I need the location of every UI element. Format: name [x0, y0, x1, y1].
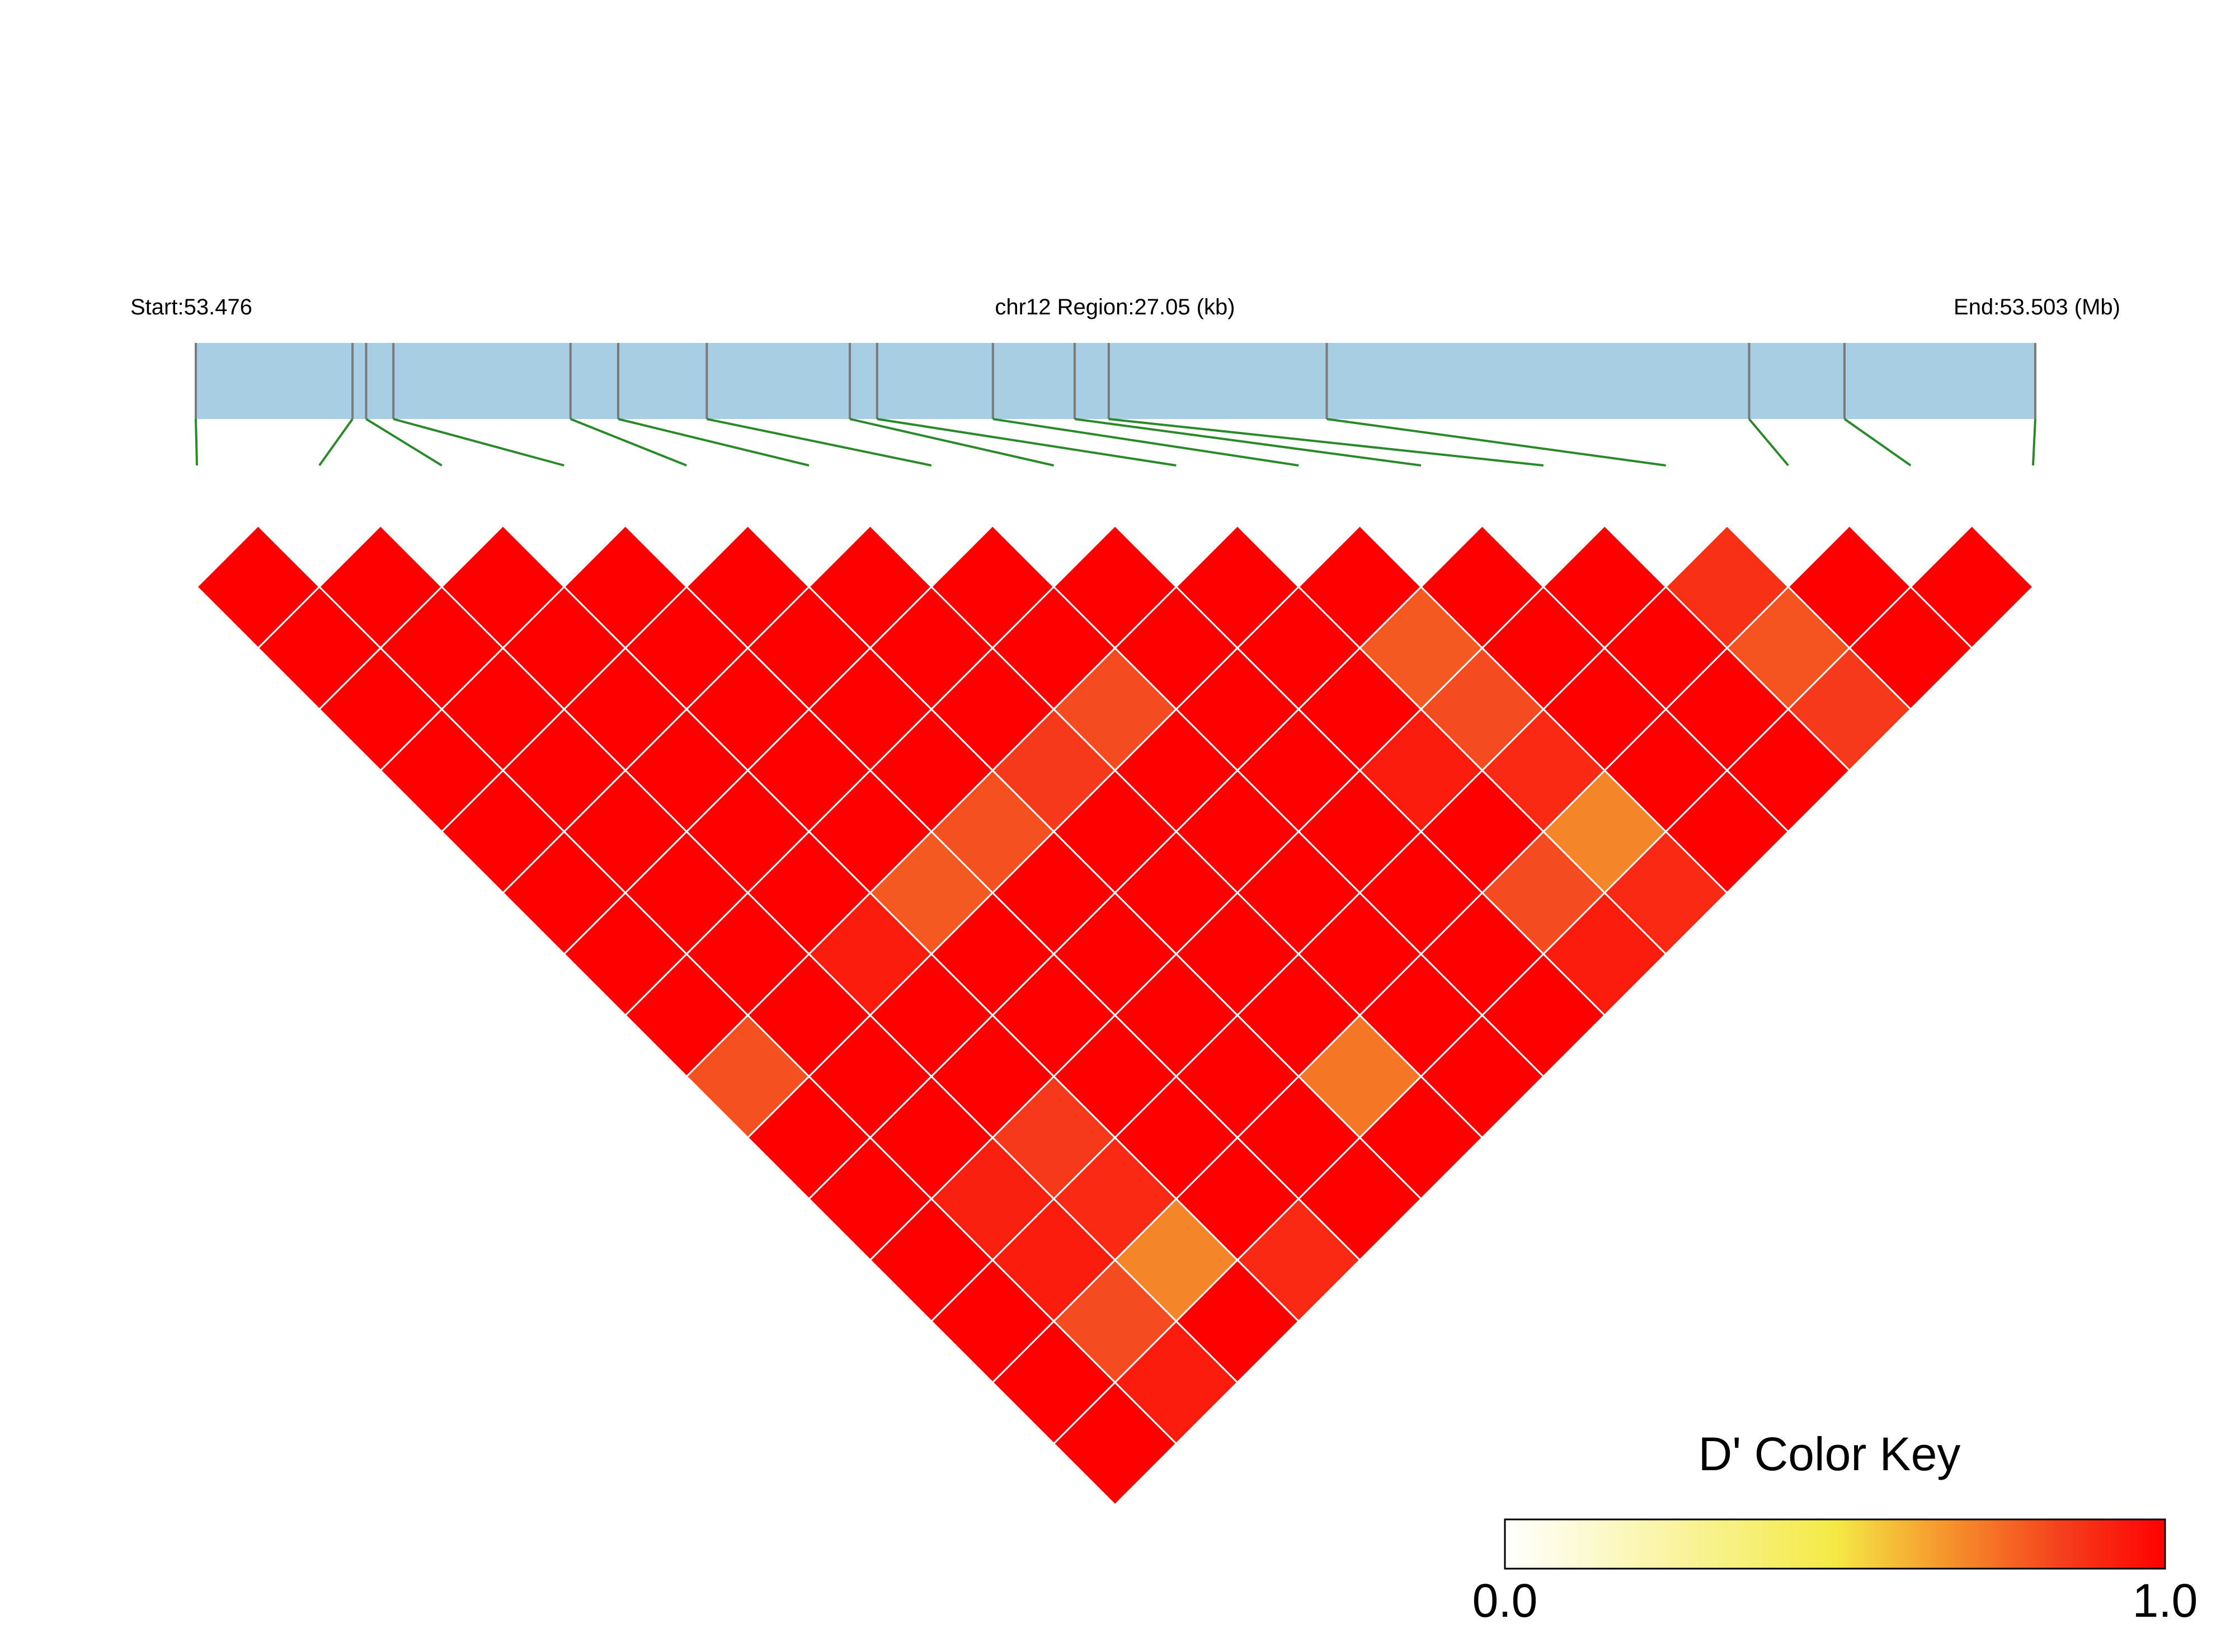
- snp-markers: [195, 343, 2036, 467]
- chromosome-region-bar: [196, 343, 2035, 419]
- snp-connector-line: [1748, 418, 1789, 467]
- snp-connector-line: [393, 418, 564, 467]
- region-title: chr12 Region:27.05 (kb): [995, 295, 1235, 319]
- region-start-label: Start:53.476: [130, 295, 252, 319]
- ld-cell: [1052, 1381, 1178, 1507]
- color-key: D' Color Key 0.0 1.0: [1472, 1428, 2198, 1627]
- color-key-gradient: [1504, 1518, 2166, 1570]
- snp-connector-line: [849, 418, 1055, 467]
- snp-connector-line: [1108, 418, 1544, 467]
- snp-connector-line: [1326, 418, 1666, 467]
- snp-connector-line: [365, 418, 443, 467]
- snp-connector-line: [318, 418, 354, 467]
- ld-triangle: [195, 524, 2035, 1507]
- color-key-min-label: 0.0: [1472, 1574, 1538, 1627]
- color-key-title: D' Color Key: [1698, 1428, 1961, 1480]
- snp-connector-line: [706, 418, 932, 467]
- snp-connector-line: [618, 418, 810, 467]
- snp-connector-line: [1074, 418, 1422, 467]
- snp-connector-line: [1843, 418, 1912, 467]
- region-end-label: End:53.503 (Mb): [1954, 295, 2120, 319]
- snp-connector-line: [992, 418, 1299, 467]
- snp-connector-line: [195, 418, 198, 466]
- snp-connector-line: [570, 418, 687, 467]
- color-key-max-label: 1.0: [2133, 1574, 2198, 1627]
- snp-connector-line: [2032, 418, 2036, 466]
- snp-connector-line: [877, 418, 1177, 467]
